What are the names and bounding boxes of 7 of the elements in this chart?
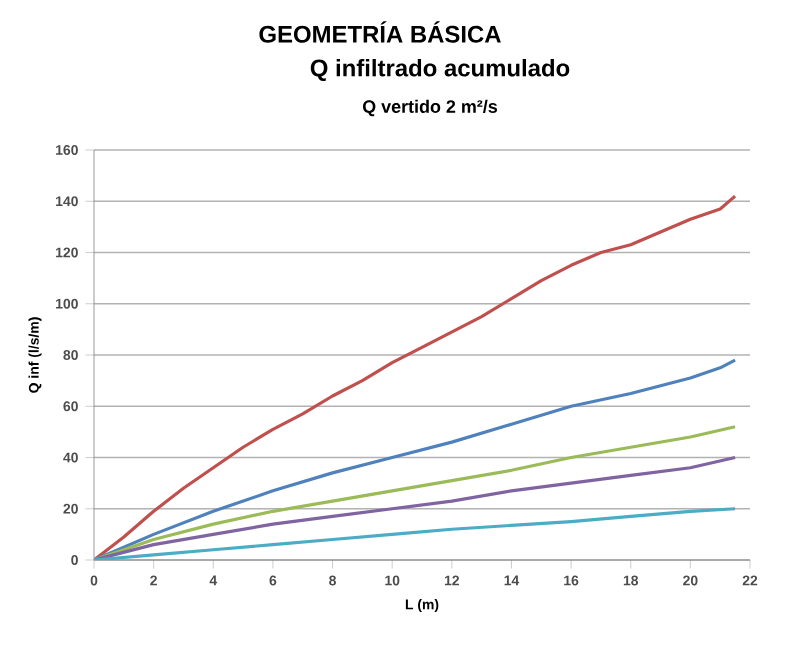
line-series [94, 507, 737, 560]
text: Q vertido 2 m²/s [362, 99, 498, 117]
chart-title: GEOMETRÍA BÁSICA [259, 21, 501, 43]
line-series [94, 425, 737, 560]
chart-subtitle: Q infiltrado acumulado [310, 58, 570, 82]
line-series [94, 455, 737, 560]
line-series [94, 358, 737, 560]
